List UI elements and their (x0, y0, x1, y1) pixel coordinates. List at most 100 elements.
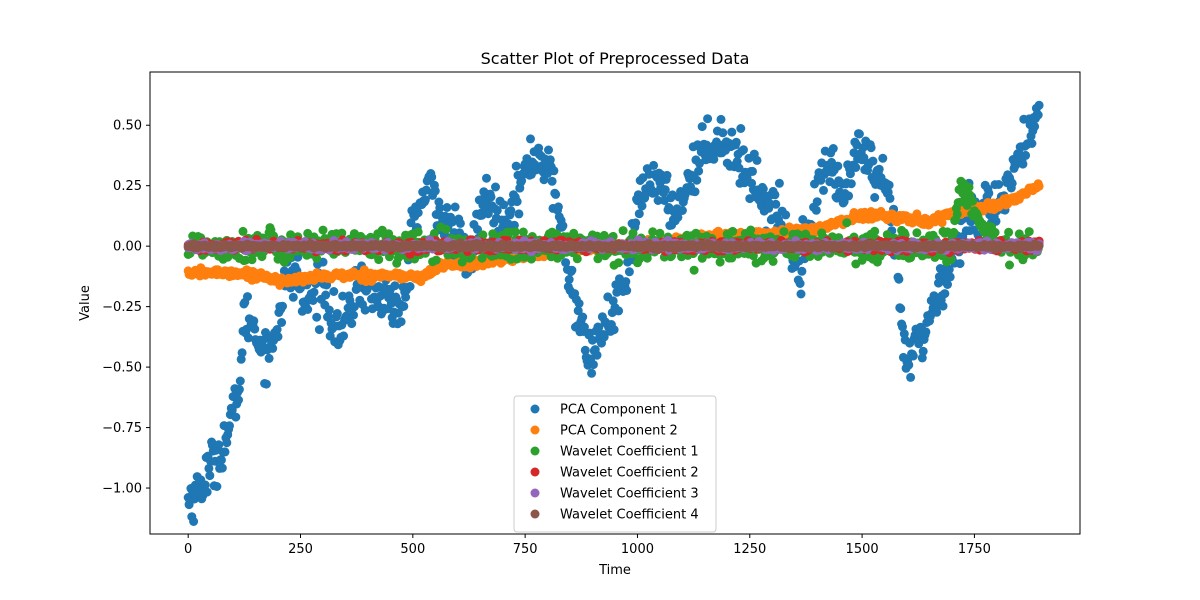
data-point (952, 209, 962, 219)
data-point (526, 134, 535, 144)
data-point (202, 487, 212, 497)
data-point (621, 277, 631, 287)
data-point (727, 127, 737, 137)
data-point (1018, 159, 1028, 169)
data-point (238, 226, 248, 236)
data-point (574, 299, 584, 308)
data-point (318, 225, 328, 235)
data-point (329, 287, 339, 296)
data-point (938, 301, 948, 311)
data-point (234, 395, 243, 405)
data-point (844, 191, 854, 201)
data-point (949, 227, 959, 237)
data-point (272, 325, 282, 334)
data-point (746, 225, 756, 235)
data-point (200, 480, 210, 490)
data-point (580, 345, 590, 355)
data-point (917, 353, 927, 363)
data-point (878, 153, 888, 163)
data-point (332, 309, 342, 318)
data-point (592, 350, 602, 360)
data-point (286, 230, 296, 240)
data-point (944, 264, 954, 274)
data-point (1007, 178, 1017, 188)
data-point (797, 266, 807, 276)
data-point (413, 208, 423, 218)
chart-title: Scatter Plot of Preprocessed Data (481, 49, 750, 68)
data-point (578, 312, 588, 322)
data-point (716, 114, 726, 124)
data-point (561, 258, 571, 268)
data-point (870, 226, 880, 236)
data-point (247, 255, 257, 265)
points-layer (183, 100, 1044, 526)
data-point (216, 455, 226, 465)
data-point (491, 182, 500, 192)
data-point (874, 164, 884, 174)
data-point (483, 209, 493, 219)
data-point (572, 254, 582, 264)
data-point (303, 305, 313, 314)
data-point (796, 289, 806, 299)
data-point (1024, 227, 1034, 237)
data-point (396, 317, 406, 327)
data-point (771, 199, 781, 209)
data-point (811, 205, 821, 215)
data-point (828, 144, 838, 153)
data-point (587, 368, 597, 378)
data-point (614, 306, 624, 316)
data-point (614, 258, 624, 268)
data-point (655, 228, 665, 238)
data-point (268, 343, 278, 353)
data-point (854, 129, 864, 139)
data-point (420, 195, 430, 205)
data-point (781, 210, 791, 220)
data-point (779, 227, 789, 237)
data-point (567, 265, 577, 275)
data-point (441, 224, 451, 234)
data-point (545, 155, 555, 165)
data-point (774, 178, 784, 188)
data-point (413, 227, 423, 237)
data-point (234, 384, 244, 394)
data-point (573, 306, 583, 316)
data-point (906, 372, 916, 382)
data-point (482, 173, 491, 183)
data-point (594, 322, 604, 332)
data-point (273, 332, 283, 342)
data-point (308, 296, 318, 305)
data-point (204, 463, 214, 473)
data-point (518, 227, 528, 237)
data-point (634, 209, 644, 219)
data-point (662, 170, 672, 180)
data-point (904, 360, 914, 370)
data-point (955, 259, 965, 269)
data-point (660, 185, 670, 195)
data-point (277, 318, 287, 327)
data-point (405, 282, 415, 291)
data-point (884, 180, 894, 190)
data-point (564, 275, 574, 284)
data-point (609, 325, 619, 335)
data-point (885, 193, 895, 203)
data-point (631, 218, 641, 228)
data-point (430, 186, 440, 196)
data-point (360, 305, 370, 315)
data-point (338, 291, 348, 301)
data-point (851, 163, 861, 172)
data-point (748, 166, 757, 176)
data-point (205, 471, 215, 481)
data-point (752, 155, 762, 165)
data-point (214, 440, 224, 450)
data-point (896, 304, 906, 314)
data-point (770, 190, 780, 200)
data-point (374, 255, 384, 265)
data-point (637, 201, 647, 211)
data-point (868, 156, 878, 166)
data-point (618, 226, 628, 236)
data-point (225, 421, 234, 431)
data-point (314, 325, 324, 335)
data-point (553, 202, 563, 212)
data-point (718, 128, 728, 138)
series-6-points (183, 238, 1044, 255)
